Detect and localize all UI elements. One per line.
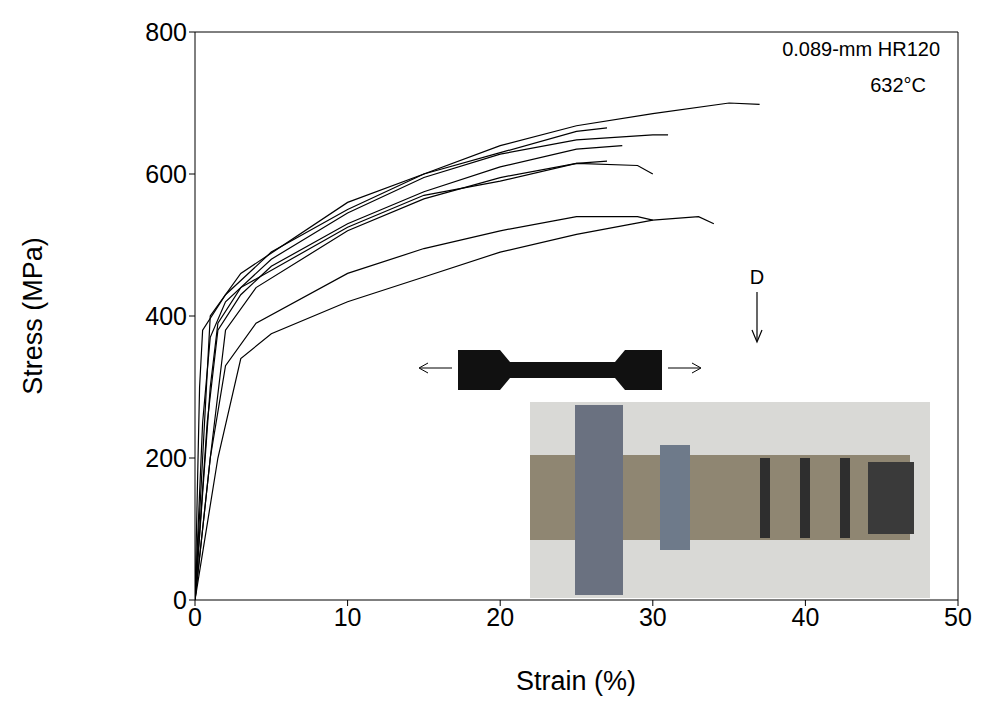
svg-text:0.089-mm HR120: 0.089-mm HR120 bbox=[782, 38, 940, 60]
svg-text:50: 50 bbox=[944, 603, 972, 631]
svg-text:0: 0 bbox=[173, 586, 187, 614]
svg-text:40: 40 bbox=[791, 603, 819, 631]
svg-text:D: D bbox=[750, 266, 764, 288]
svg-text:400: 400 bbox=[145, 302, 187, 330]
svg-text:600: 600 bbox=[145, 160, 187, 188]
svg-text:20: 20 bbox=[486, 603, 514, 631]
svg-text:Strain (%): Strain (%) bbox=[516, 666, 636, 696]
svg-text:0: 0 bbox=[188, 603, 202, 631]
svg-text:200: 200 bbox=[145, 444, 187, 472]
svg-text:Stress (MPa): Stress (MPa) bbox=[18, 237, 48, 395]
svg-text:800: 800 bbox=[145, 18, 187, 46]
svg-text:632°C: 632°C bbox=[870, 74, 926, 96]
svg-text:30: 30 bbox=[639, 603, 667, 631]
svg-text:10: 10 bbox=[334, 603, 362, 631]
